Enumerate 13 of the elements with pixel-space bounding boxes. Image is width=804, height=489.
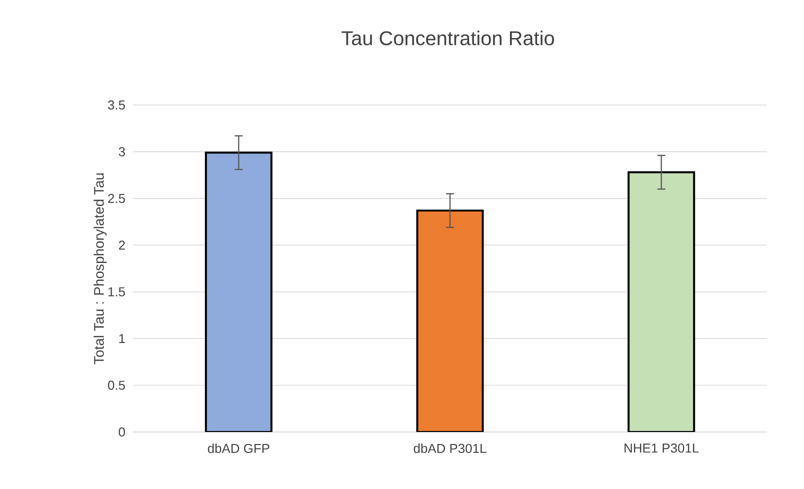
y-tick-label: 3 [118,147,125,156]
y-tick-label: 0.5 [108,380,125,390]
x-tick-label: dbAD GFP [208,444,270,454]
x-tick-label: dbAD P301L [414,444,486,454]
y-axis-title: Total Tau : Phosphorylated Tau [94,173,107,364]
y-tick-label: 2.5 [108,194,125,203]
y-tick-label: 2 [118,240,125,250]
y-tick-label: 0 [118,427,125,437]
y-tick-label: 3.5 [108,100,125,110]
y-tick-label: 1 [119,334,125,344]
chart-title: Tau Concentration Ratio [342,30,554,46]
y-tick-label: 1.5 [108,287,125,296]
x-tick-label: NHE1 P301L [624,444,699,453]
